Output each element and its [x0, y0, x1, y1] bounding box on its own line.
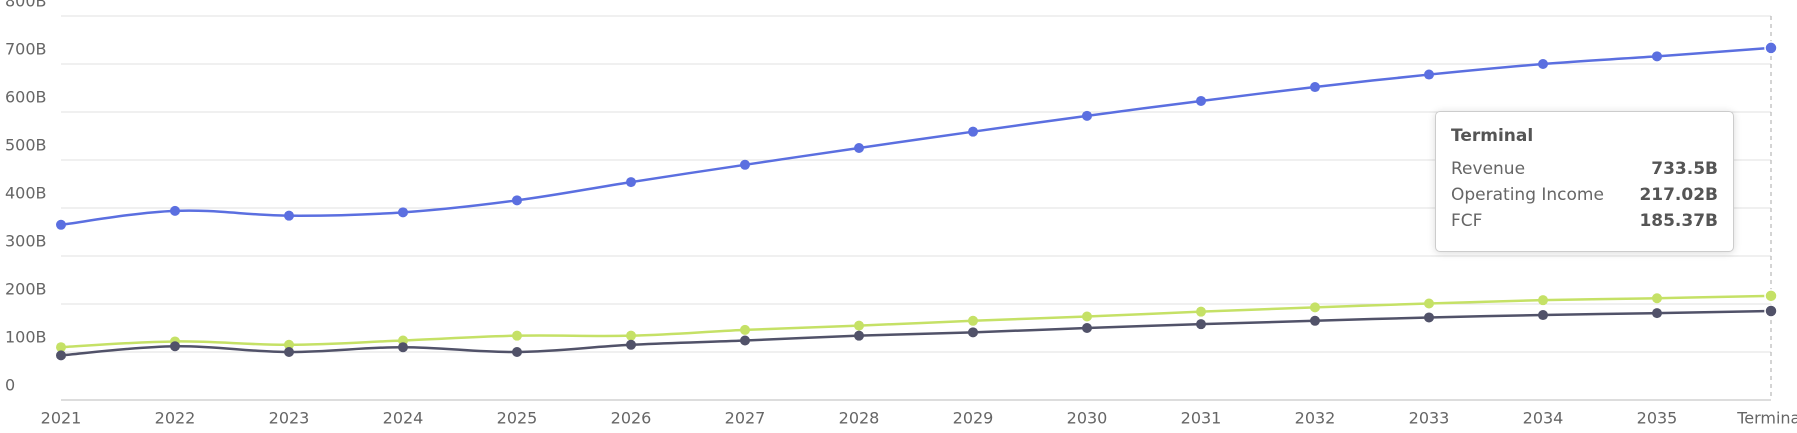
- tooltip-value: 733.5B: [1651, 159, 1718, 179]
- data-point: [854, 320, 864, 331]
- x-tick-label: 2030: [1067, 409, 1108, 428]
- data-point: [626, 339, 636, 350]
- data-point: [1310, 315, 1320, 326]
- data-point: [626, 330, 636, 341]
- data-point: [512, 347, 522, 357]
- data-point: [1652, 293, 1662, 304]
- data-point: [1424, 69, 1434, 80]
- y-tick-label: 600B: [5, 88, 47, 107]
- data-point: [1538, 295, 1548, 306]
- data-point: [398, 342, 408, 353]
- tooltip-value: 185.37B: [1639, 211, 1718, 231]
- data-point: [1652, 51, 1662, 62]
- tooltip-row: Operating Income 217.02B: [1451, 182, 1718, 208]
- y-tick-label: 0: [5, 376, 15, 395]
- data-point: [1538, 310, 1548, 321]
- data-point: [626, 177, 636, 188]
- data-point: [284, 339, 294, 350]
- data-point: [56, 350, 66, 361]
- tooltip: Terminal Revenue 733.5B Operating Income 2…: [1435, 111, 1734, 252]
- x-tick-label: 2033: [1409, 409, 1450, 428]
- data-point: [968, 126, 978, 137]
- data-point: [1652, 308, 1662, 319]
- data-point: [740, 324, 750, 335]
- y-tick-label: 400B: [5, 184, 47, 203]
- tooltip-row: FCF 185.37B: [1451, 208, 1718, 234]
- data-point: [284, 210, 294, 221]
- tooltip-title: Terminal: [1451, 126, 1534, 146]
- data-point: [1764, 289, 1778, 303]
- x-tick-label: 2026: [611, 409, 652, 428]
- x-tick-label: 2029: [953, 409, 994, 428]
- data-point: [1764, 41, 1778, 55]
- tooltip-value: 217.02B: [1639, 185, 1718, 205]
- y-tick-label: 100B: [5, 328, 47, 347]
- x-tick-label: 2031: [1181, 409, 1222, 428]
- series-line: [60, 294, 1772, 349]
- y-tick-label: 800B: [5, 0, 47, 11]
- x-tick-label: 2025: [497, 409, 538, 428]
- x-tick-label: 2024: [383, 409, 424, 428]
- data-point: [740, 159, 750, 170]
- data-point: [512, 330, 522, 341]
- x-tick-label: 2021: [41, 409, 82, 428]
- y-tick-label: 700B: [5, 40, 47, 59]
- data-point: [1196, 95, 1206, 106]
- data-point: [512, 195, 522, 206]
- data-point: [740, 335, 750, 346]
- data-point: [854, 330, 864, 341]
- data-point: [56, 342, 66, 353]
- data-point: [1196, 319, 1206, 330]
- data-point: [284, 347, 294, 357]
- tooltip-name: Revenue: [1451, 159, 1526, 179]
- y-tick-label: 200B: [5, 280, 47, 299]
- series-line: [60, 309, 1772, 357]
- data-point: [968, 327, 978, 338]
- x-tick-label: 2028: [839, 409, 880, 428]
- data-point: [1538, 59, 1548, 69]
- x-tick-label: 2032: [1295, 409, 1336, 428]
- y-tick-label: 500B: [5, 136, 47, 155]
- data-point: [1082, 311, 1092, 322]
- data-point: [170, 341, 180, 352]
- x-tick-label: Terminal: [1736, 409, 1797, 428]
- data-point: [398, 207, 408, 218]
- x-tick-label: 2034: [1523, 409, 1564, 428]
- data-point: [1310, 82, 1320, 93]
- data-point: [1082, 110, 1092, 121]
- tooltip-row: Revenue 733.5B: [1451, 156, 1718, 182]
- data-point: [56, 219, 66, 230]
- tooltip-name: FCF: [1451, 211, 1483, 231]
- data-point: [968, 315, 978, 326]
- x-tick-label: 2023: [269, 409, 310, 428]
- x-tick-label: 2022: [155, 409, 196, 428]
- data-point: [1082, 323, 1092, 333]
- data-point: [1424, 298, 1434, 309]
- data-point: [170, 205, 180, 216]
- data-point: [1424, 312, 1434, 323]
- data-point: [1310, 302, 1320, 313]
- x-tick-label: 2027: [725, 409, 766, 428]
- series-line: [60, 46, 1772, 227]
- data-point: [854, 143, 864, 153]
- x-tick-label: 2035: [1637, 409, 1678, 428]
- data-point: [1196, 306, 1206, 317]
- tooltip-name: Operating Income: [1451, 185, 1604, 205]
- y-tick-label: 300B: [5, 232, 47, 251]
- data-point: [1764, 304, 1778, 318]
